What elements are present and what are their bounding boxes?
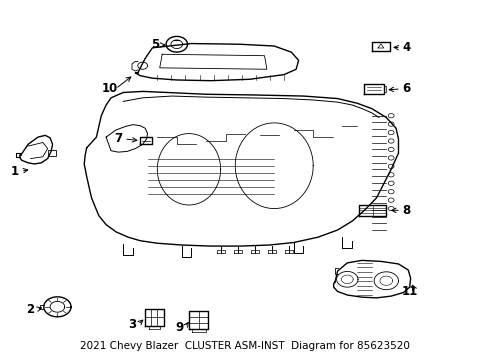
Text: 7: 7 xyxy=(114,132,122,145)
Text: 8: 8 xyxy=(403,204,411,217)
Text: 11: 11 xyxy=(402,285,418,298)
Text: 9: 9 xyxy=(175,321,183,334)
Text: 3: 3 xyxy=(128,318,136,331)
Text: 10: 10 xyxy=(101,82,118,95)
Text: 6: 6 xyxy=(403,82,411,95)
Text: 4: 4 xyxy=(403,41,411,54)
Text: 1: 1 xyxy=(11,165,19,177)
Text: 2021 Chevy Blazer  CLUSTER ASM-INST  Diagram for 85623520: 2021 Chevy Blazer CLUSTER ASM-INST Diagr… xyxy=(80,342,410,351)
Text: 2: 2 xyxy=(26,303,35,316)
Text: 5: 5 xyxy=(151,39,159,51)
